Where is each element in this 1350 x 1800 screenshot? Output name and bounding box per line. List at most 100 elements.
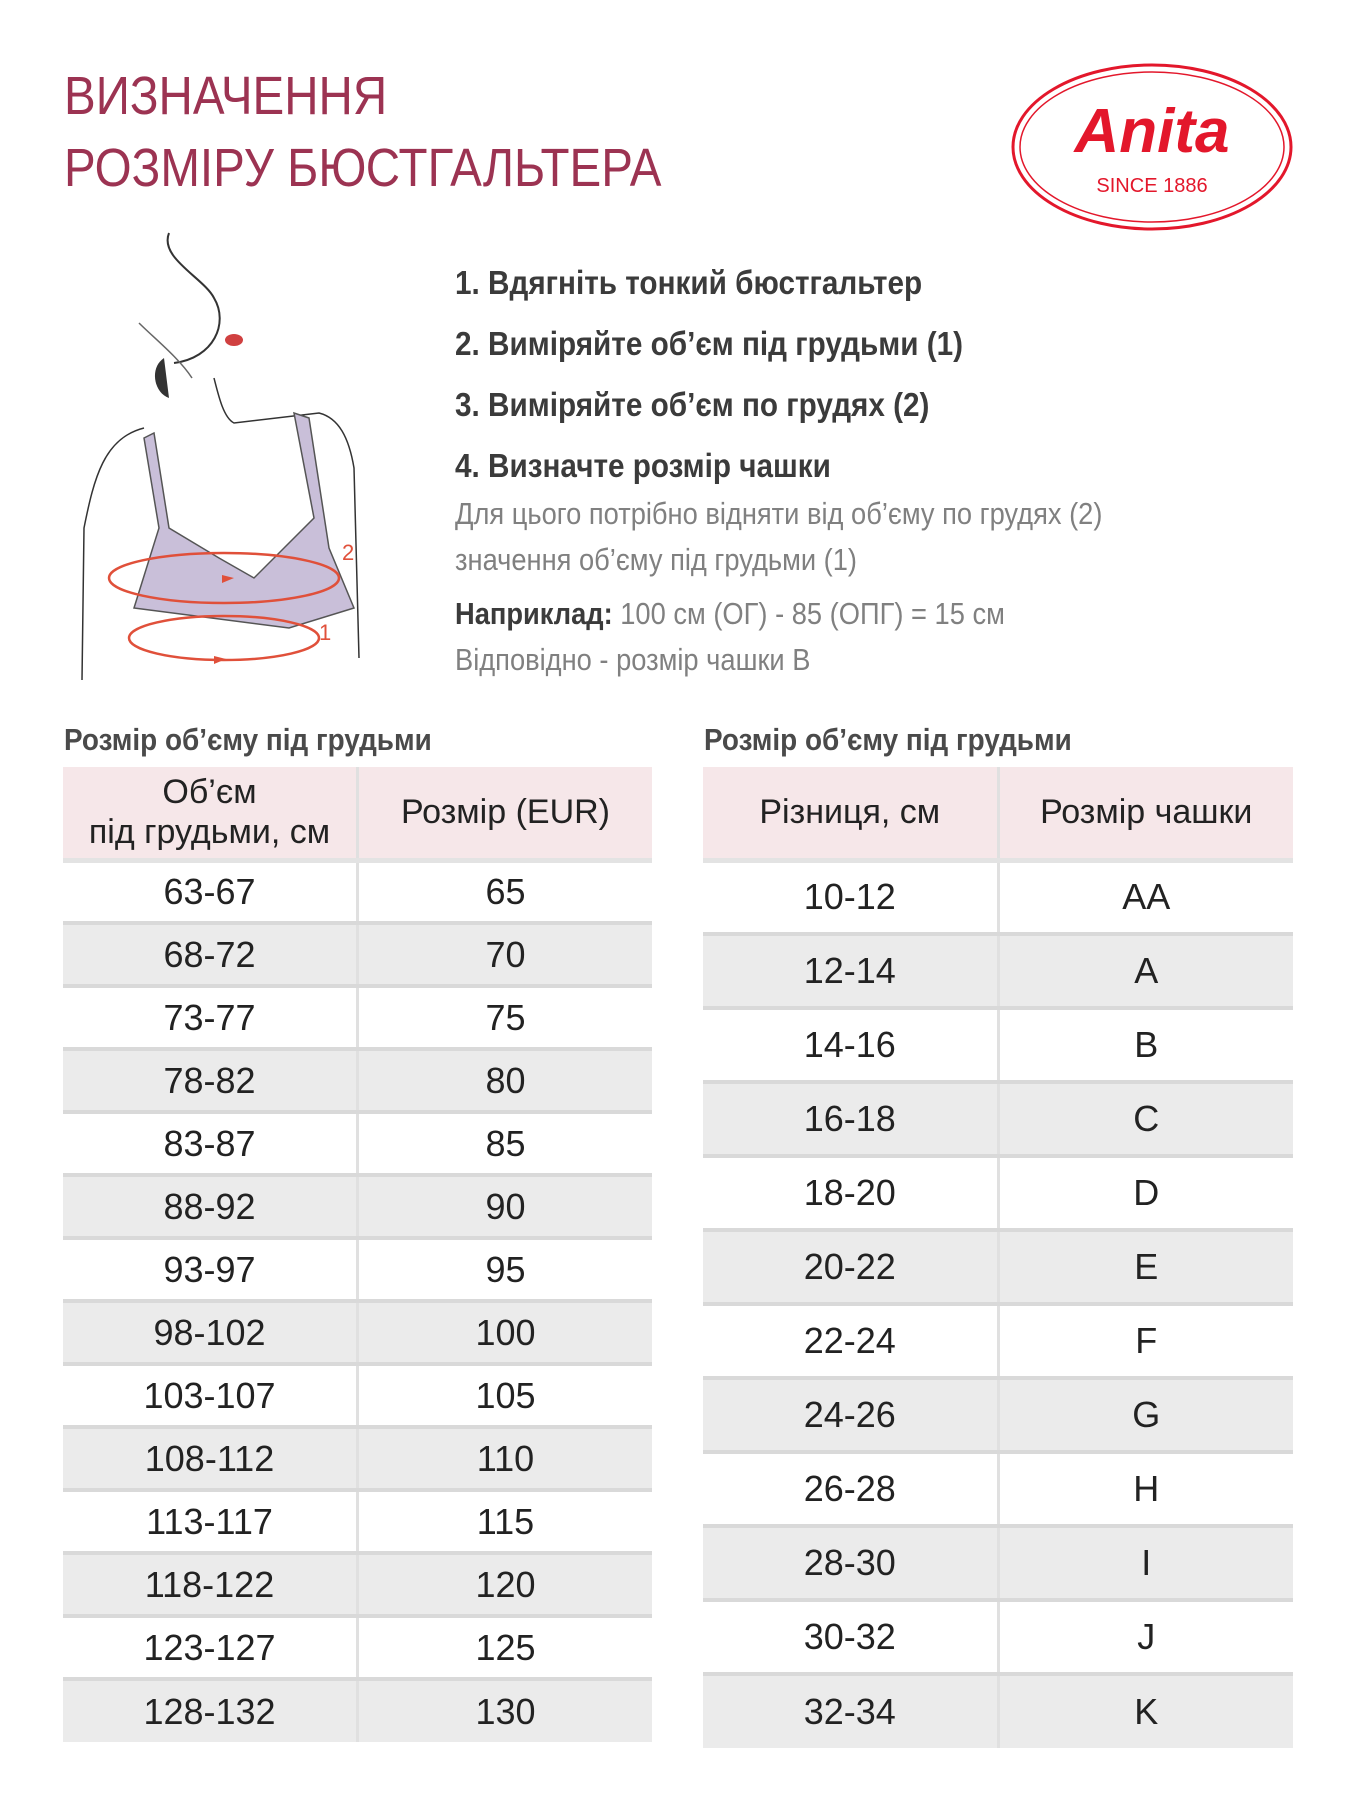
example-result: Відповідно - розмір чашки B xyxy=(455,642,811,677)
table-cell: H xyxy=(996,1450,1293,1526)
table-cell: 65 xyxy=(356,858,652,923)
table-cell: 93-97 xyxy=(63,1236,358,1301)
table-cell: 118-122 xyxy=(63,1551,358,1616)
title-line-2: РОЗМІРУ БЮСТГАЛЬТЕРА xyxy=(64,138,662,198)
cup-header-size: Розмір чашки xyxy=(996,767,1293,863)
table-cell: 78-82 xyxy=(63,1047,358,1112)
table-cell: C xyxy=(996,1080,1293,1156)
label-chest: 2 xyxy=(342,540,354,565)
table-row: 103-107 105 xyxy=(63,1362,652,1427)
table-row: 78-82 80 xyxy=(63,1047,652,1112)
anita-logo: Anita SINCE 1886 xyxy=(1011,63,1293,231)
table-cell: 90 xyxy=(356,1173,652,1238)
table-cell: 130 xyxy=(356,1677,652,1742)
table-cell: K xyxy=(996,1672,1293,1748)
table-row: 118-122 120 xyxy=(63,1551,652,1616)
table-cell: 120 xyxy=(356,1551,652,1616)
table-row: 113-117 115 xyxy=(63,1488,652,1553)
table-cell: 32-34 xyxy=(703,1672,998,1748)
table-row: 20-22 E xyxy=(703,1228,1293,1304)
table-cell: 73-77 xyxy=(63,984,358,1049)
table-row: 32-34 K xyxy=(703,1672,1293,1748)
instructions: 1. Вдягніть тонкий бюстгальтер 2. Виміря… xyxy=(455,258,1315,683)
table-cell: E xyxy=(996,1228,1293,1304)
table-row: 12-14 A xyxy=(703,932,1293,1008)
table-row: 10-12 AA xyxy=(703,858,1293,934)
table-cell: 12-14 xyxy=(703,932,998,1008)
table-cell: 100 xyxy=(356,1299,652,1364)
table-cell: 83-87 xyxy=(63,1110,358,1175)
table-cell: 68-72 xyxy=(63,921,358,986)
table-row: 14-16 B xyxy=(703,1006,1293,1082)
table-cell: 10-12 xyxy=(703,858,998,934)
band-size-table: Об’єм під грудьми, см Розмір (EUR) 63-67 6… xyxy=(63,767,652,1742)
band-header-measure: Об’єм під грудьми, см xyxy=(63,767,358,863)
table-cell: 16-18 xyxy=(703,1080,998,1156)
table-row: 93-97 95 xyxy=(63,1236,652,1301)
table-cell: F xyxy=(996,1302,1293,1378)
table-row: 30-32 J xyxy=(703,1598,1293,1674)
table-cell: D xyxy=(996,1154,1293,1230)
table-cell: 110 xyxy=(356,1425,652,1490)
table-cell: 75 xyxy=(356,984,652,1049)
table-cell: 98-102 xyxy=(63,1299,358,1364)
table-cell: 88-92 xyxy=(63,1173,358,1238)
logo-brand: Anita xyxy=(1073,97,1230,166)
table-cell: 115 xyxy=(356,1488,652,1553)
table-cell: 105 xyxy=(356,1362,652,1427)
table-cell: 95 xyxy=(356,1236,652,1301)
cup-size-table: Різниця, см Розмір чашки 10-12 AA 12-14 A 14… xyxy=(703,767,1293,1748)
table-row: 83-87 85 xyxy=(63,1110,652,1175)
table-cell: J xyxy=(996,1598,1293,1674)
example-label: Наприклад: xyxy=(455,596,613,631)
table-cell: 22-24 xyxy=(703,1302,998,1378)
table-cell: 30-32 xyxy=(703,1598,998,1674)
table-cell: 85 xyxy=(356,1110,652,1175)
note-line-1: Для цього потрібно відняти від об’єму по… xyxy=(455,496,1103,531)
table-cell: 103-107 xyxy=(63,1362,358,1427)
cup-header-difference: Різниця, см xyxy=(703,767,998,863)
table-cell: I xyxy=(996,1524,1293,1600)
step-3: 3. Виміряйте об’єм по грудях (2) xyxy=(455,386,930,423)
table-cell: 108-112 xyxy=(63,1425,358,1490)
table-row: 73-77 75 xyxy=(63,984,652,1049)
band-table-title: Розмір об’єму під грудьми xyxy=(64,722,432,757)
table-cell: 113-117 xyxy=(63,1488,358,1553)
label-underbust: 1 xyxy=(319,620,331,645)
table-row: 68-72 70 xyxy=(63,921,652,986)
table-row: 108-112 110 xyxy=(63,1425,652,1490)
table-row: 16-18 C xyxy=(703,1080,1293,1156)
example-text: 100 см (ОГ) - 85 (ОПГ) = 15 см xyxy=(612,596,1005,631)
logo-tagline: SINCE 1886 xyxy=(1096,175,1207,197)
step-1: 1. Вдягніть тонкий бюстгальтер xyxy=(455,264,923,301)
table-cell: 80 xyxy=(356,1047,652,1112)
band-header-size: Розмір (EUR) xyxy=(356,767,652,863)
page-title: ВИЗНАЧЕННЯ РОЗМІРУ БЮСТГАЛЬТЕРА xyxy=(64,60,661,204)
table-row: 128-132 130 xyxy=(63,1677,652,1742)
table-cell: 125 xyxy=(356,1614,652,1679)
table-cell: 24-26 xyxy=(703,1376,998,1452)
table-row: 63-67 65 xyxy=(63,858,652,923)
table-row: 123-127 125 xyxy=(63,1614,652,1679)
table-cell: 20-22 xyxy=(703,1228,998,1304)
table-cell: 128-132 xyxy=(63,1677,358,1742)
table-cell: G xyxy=(996,1376,1293,1452)
measurement-illustration: 2 1 xyxy=(81,232,360,680)
table-cell: 14-16 xyxy=(703,1006,998,1082)
table-row: 28-30 I xyxy=(703,1524,1293,1600)
table-cell: 63-67 xyxy=(63,858,358,923)
table-cell: A xyxy=(996,932,1293,1008)
table-cell: B xyxy=(996,1006,1293,1082)
cup-table-title: Розмір об’єму під грудьми xyxy=(704,722,1072,757)
table-row: 24-26 G xyxy=(703,1376,1293,1452)
table-row: 26-28 H xyxy=(703,1450,1293,1526)
step-4: 4. Визначте розмір чашки xyxy=(455,447,831,484)
table-cell: 18-20 xyxy=(703,1154,998,1230)
table-cell: 28-30 xyxy=(703,1524,998,1600)
table-row: 22-24 F xyxy=(703,1302,1293,1378)
title-line-1: ВИЗНАЧЕННЯ xyxy=(64,66,388,126)
table-row: 88-92 90 xyxy=(63,1173,652,1238)
step-2: 2. Виміряйте об’єм під грудьми (1) xyxy=(455,325,964,362)
example: Наприклад: 100 см (ОГ) - 85 (ОПГ) = 15 с… xyxy=(455,591,1212,637)
table-cell: 26-28 xyxy=(703,1450,998,1526)
